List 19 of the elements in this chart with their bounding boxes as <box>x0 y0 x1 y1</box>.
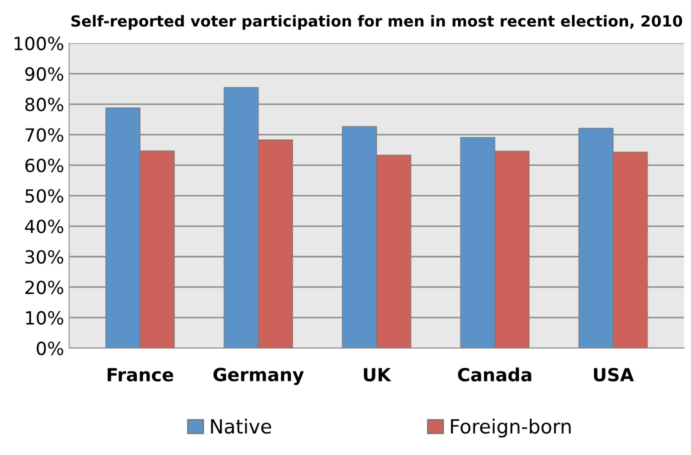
y-tick-label: 20% <box>25 280 64 294</box>
x-tick-label: USA <box>594 368 634 382</box>
y-tick-label: 60% <box>25 158 64 172</box>
chart-title: Self-reported voter participation for men in most recent election, 2010 <box>71 14 682 30</box>
legend-label: Native <box>211 418 272 434</box>
y-tick-label: 90% <box>25 67 64 81</box>
y-tick-label: 0% <box>36 342 64 356</box>
legend-label: Foreign-born <box>451 418 571 438</box>
x-tick-label: Canada <box>458 368 532 382</box>
y-tick-label: 40% <box>24 220 64 234</box>
x-tick-label: France <box>108 368 174 382</box>
y-tick-label: 100% <box>14 36 64 50</box>
y-tick-label: 70% <box>26 128 64 142</box>
y-tick-label: 50% <box>26 189 64 203</box>
y-tick-label: 10% <box>26 311 64 325</box>
y-tick-label: 30% <box>25 250 64 264</box>
x-tick-label: Germany <box>213 368 304 385</box>
x-tick-label: UK <box>364 368 392 382</box>
y-tick-label: 80% <box>25 98 64 112</box>
